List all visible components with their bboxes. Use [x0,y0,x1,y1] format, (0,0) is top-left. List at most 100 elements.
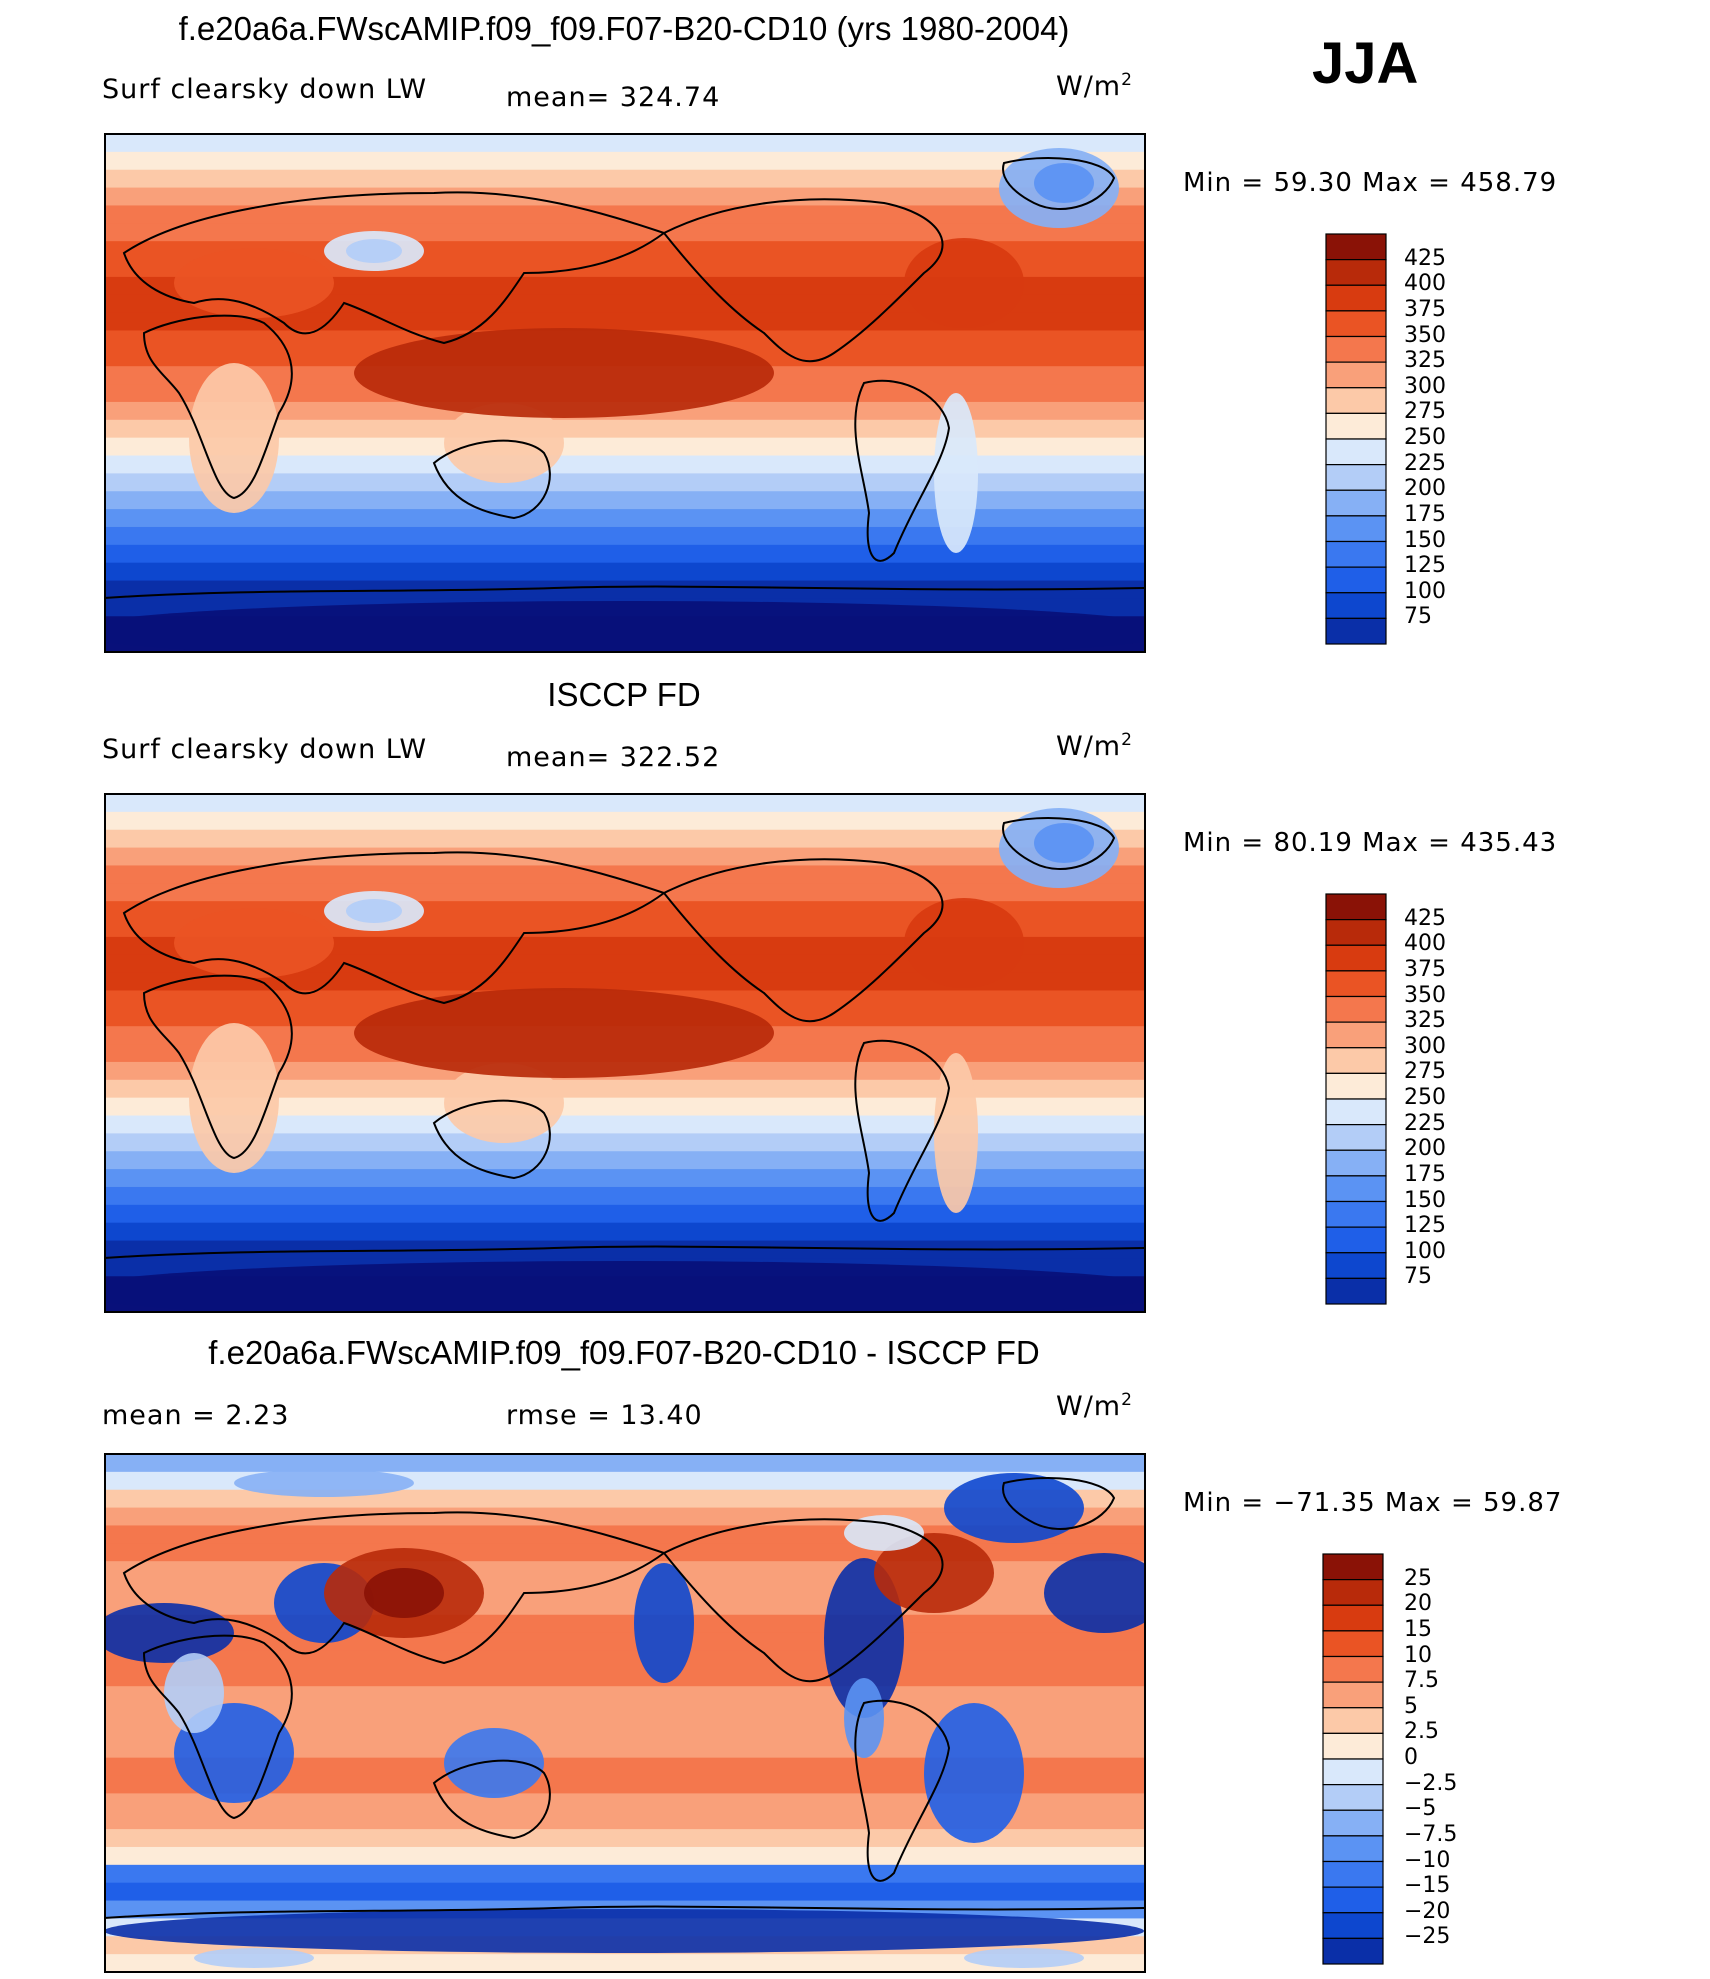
season-label: JJA [1312,31,1419,96]
panel-3-colorbar-box [1322,1630,1384,1658]
panel-1-colorbar-box [1325,617,1387,645]
panel-1-field-feature [904,238,1024,328]
panel-1-band [105,205,1145,225]
panel-2-colorbar-label: 350 [1404,982,1446,1008]
panel-3-field-feature [104,1909,1144,1953]
panel-3-field-feature [104,1603,234,1663]
panel-1-colorbar-label: 225 [1404,450,1446,476]
panel-2-band [105,1222,1145,1242]
panel-2-colorbar-label: 250 [1404,1085,1446,1110]
panel-2-colorbar-label: 225 [1404,1110,1446,1136]
panel-3-band [105,1757,1145,1777]
panel-2-colorbar-box [1325,1226,1387,1254]
panel-3-coastline [104,1905,1145,1919]
panel-3-coastline [662,1518,944,1683]
panel-1-colorbar-box [1325,592,1387,619]
units-superscript: 2 [1121,70,1133,90]
panel-3-mean: mean = 2.23 [102,1400,290,1431]
panel-1-colorbar-box [1325,412,1387,440]
panel-2-units: W/m2 [1056,730,1133,762]
units-text: W/m [1056,71,1122,102]
panel-2-field-feature [444,1063,564,1143]
panel-3-colorbar-box [1322,1707,1384,1734]
panel-3-colorbar-label: 25 [1404,1565,1432,1591]
panel-1-colorbar-box [1325,259,1387,286]
panel-3-coastline [432,1759,551,1840]
panel-3-band [105,1846,1145,1866]
panel-2-band [105,1186,1145,1206]
panel-3-field-feature [164,1653,224,1733]
panel-1-band [105,134,1145,153]
panel-3-colorbar-label: 0 [1404,1745,1418,1770]
panel-3-coastline [122,1511,667,1665]
panel-3-colorbar-box [1322,1860,1384,1888]
panel-1-map [104,133,1146,653]
panel-1-band [105,169,1145,189]
panel-3-band [105,1954,1145,1973]
panel-2-field-feature [354,988,774,1078]
panel-1-colorbar-box [1325,515,1387,543]
panel-1-colorbar-label: 350 [1404,322,1446,348]
panel-2-band [105,972,1145,992]
panel-2-band [105,1204,1145,1224]
panel-1-field-feature [354,328,774,418]
panel-1-colorbar-label: 300 [1404,373,1446,399]
panel-2-field-feature [174,908,334,978]
panel-1-colorbar-box [1325,310,1387,338]
panel-1-variable: Surf clearsky down LW [102,74,428,105]
units-text: W/m [1056,731,1122,762]
panel-2-mean: mean= 322.52 [506,742,721,773]
panel-1-field-feature [444,403,564,483]
panel-2-field-feature [189,1023,279,1173]
panel-2-colorbar-label: 325 [1404,1008,1446,1034]
panel-3-band [105,1454,1145,1473]
panel-2-band [105,865,1145,885]
panel-1-coastline [142,314,293,500]
panel-2-band [105,1133,1145,1153]
panel-1-field-feature [346,239,402,263]
panel-3-colorbar-box [1322,1758,1384,1786]
panel-2-colorbar-box [1325,944,1387,972]
panel-1-colorbar-box [1325,335,1387,363]
panel-3-field-feature [944,1473,1084,1543]
panel-1-coastline [1002,157,1116,210]
panel-3-coastline [142,1634,293,1820]
panel-1-bands [104,134,1146,653]
panel-2-field-feature [104,1261,1146,1313]
panel-3-colorbar-label: 5 [1404,1693,1418,1719]
panel-3-field-feature [844,1678,884,1758]
panel-3-colorbar-box [1322,1937,1384,1965]
panel-3-band [105,1829,1145,1848]
panel-1-band [105,491,1145,511]
panel-2-colorbar-box [1325,1098,1387,1126]
panel-3-colorbar-box [1322,1835,1384,1863]
panel-3-field-feature [444,1728,544,1798]
panel-2-map [104,793,1146,1313]
panel-3-coastline [1002,1477,1116,1530]
panel-3-field-feature [824,1558,904,1718]
panel-2-coastline [854,1039,951,1222]
panel-3-colorbar-label: 2.5 [1404,1719,1439,1745]
panel-1-colorbar-box [1325,233,1387,261]
panel-3-units: W/m2 [1056,1390,1133,1422]
panel-2-field-feature [904,898,1024,988]
panel-2-band [105,936,1145,956]
panel-1-colorbar-box [1325,284,1387,312]
panel-1-units: W/m2 [1056,70,1133,102]
panel-3-colorbar-box [1322,1912,1384,1939]
panel-1-colorbar-label: 400 [1404,271,1446,297]
panel-3-colorbar-box [1322,1681,1384,1709]
panel-3-band [105,1775,1145,1795]
panel-1-coastlines [104,157,1145,599]
panel-2-colorbar-box [1325,1124,1387,1151]
panel-1-band [105,526,1145,546]
panel-3-colorbar-label: −25 [1404,1924,1451,1950]
units-superscript: 2 [1121,730,1133,750]
panel-1-colorbar-label: 175 [1404,501,1446,527]
panel-3-band [105,1721,1145,1741]
panel-1-band [105,473,1145,493]
panel-2-band [105,811,1145,831]
panel-1-band [105,312,1145,332]
panel-2-coastline [1002,817,1116,870]
panel-1-colorbar [1325,233,1387,645]
